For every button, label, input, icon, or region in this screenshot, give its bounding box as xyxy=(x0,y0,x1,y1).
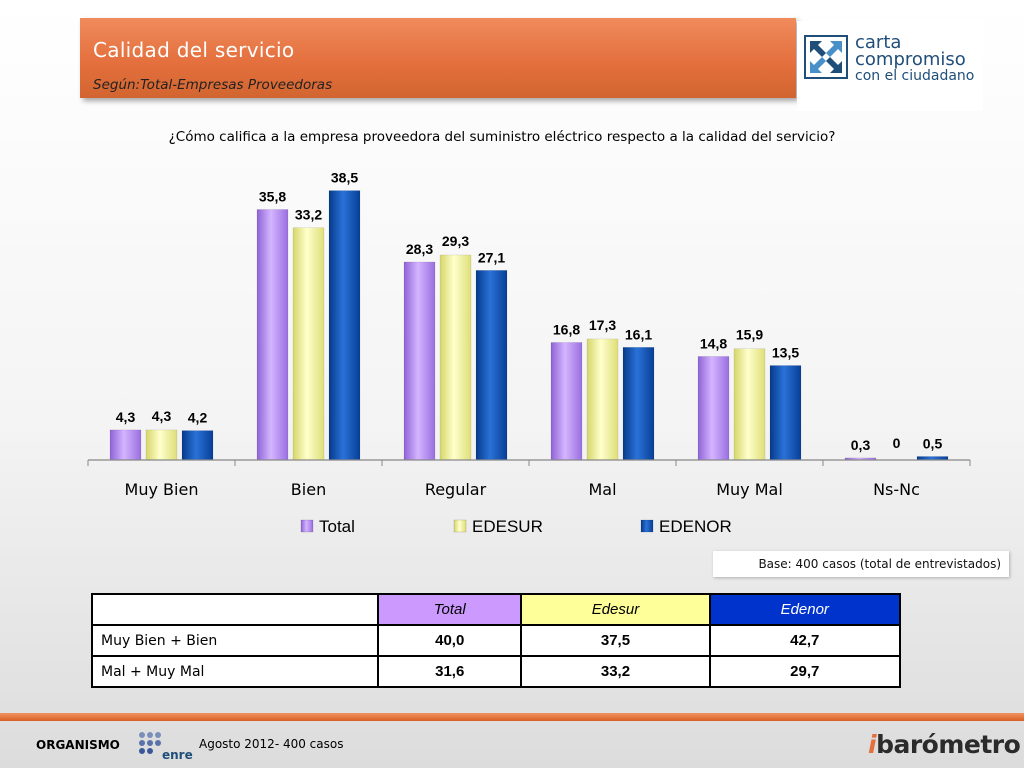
data-label-total-regular: 28,3 xyxy=(406,241,433,257)
legend-label-total: Total xyxy=(319,517,355,536)
bar-edesur-regular xyxy=(439,254,472,461)
data-label-total-ns-nc: 0,3 xyxy=(851,437,871,453)
header-banner: Calidad del servicio Según:Total-Empresa… xyxy=(80,18,796,98)
base-note: Base: 400 casos (total de entrevistados) xyxy=(713,551,1009,577)
carta-compromiso-logo: carta compromiso con el ciudadano xyxy=(797,21,983,111)
logo-line-3: con el ciudadano xyxy=(855,68,975,84)
data-label-edenor-bien: 38,5 xyxy=(331,170,358,186)
table-cell-edesur: 37,5 xyxy=(520,624,711,657)
table-cell-edenor: 42,7 xyxy=(708,624,901,657)
legend-item-total: Total xyxy=(300,517,355,536)
data-label-total-muy-mal: 14,8 xyxy=(700,335,727,351)
table-row: Mal + Muy Mal 31,6 33,2 29,7 xyxy=(91,655,901,688)
x-tick-label-muy-mal: Muy Mal xyxy=(716,480,783,499)
legend-label-edenor: EDENOR xyxy=(659,517,732,536)
bar-total-muy-bien xyxy=(109,429,142,461)
data-label-total-mal: 16,8 xyxy=(553,321,580,337)
bar-total-mal xyxy=(550,342,583,461)
legend-label-edesur: EDESUR xyxy=(472,517,543,536)
bar-edenor-muy-mal xyxy=(769,365,802,461)
bar-edesur-muy-mal xyxy=(733,348,766,461)
footer-date: Agosto 2012- 400 casos xyxy=(199,737,344,751)
bar-chart: 4,3 4,3 4,2 35,8 33,2 38,5 28,3 29,3 27,1 16,8 17,… xyxy=(87,170,971,536)
bar-edenor-muy-bien xyxy=(181,430,214,461)
table-header-total: Total xyxy=(376,593,523,626)
data-label-edesur-bien: 33,2 xyxy=(295,207,322,223)
x-tick-label-regular: Regular xyxy=(425,480,487,499)
data-label-edenor-muy-bien: 4,2 xyxy=(188,410,208,426)
table-row-label: Muy Bien + Bien xyxy=(91,624,379,657)
table-header-blank xyxy=(91,593,379,626)
bar-edesur-bien xyxy=(292,227,325,461)
logo-line-1: carta xyxy=(855,32,902,53)
data-label-edenor-muy-mal: 13,5 xyxy=(772,345,799,361)
table-header-edesur: Edesur xyxy=(520,593,711,626)
barometro-logo: ibarómetro xyxy=(868,730,1021,759)
bar-edenor-mal xyxy=(622,347,655,461)
carta-compromiso-icon xyxy=(804,35,848,79)
legend-swatch-total xyxy=(300,519,314,533)
bar-edenor-bien xyxy=(328,190,361,461)
enre-logo-text: enre xyxy=(162,748,193,762)
data-label-edenor-mal: 16,1 xyxy=(625,326,652,342)
legend-swatch-edenor xyxy=(640,519,654,533)
table-cell-total: 40,0 xyxy=(376,624,523,657)
data-label-edesur-ns-nc: 0 xyxy=(893,435,901,451)
table-cell-edenor: 29,7 xyxy=(708,655,901,688)
bar-total-bien xyxy=(256,209,289,461)
survey-question: ¿Cómo califica a la empresa proveedora d… xyxy=(168,129,836,145)
x-tick-label-muy-bien: Muy Bien xyxy=(125,480,199,499)
data-label-edesur-muy-bien: 4,3 xyxy=(152,408,172,424)
footer-divider xyxy=(0,713,1024,721)
table-cell-edesur: 33,2 xyxy=(520,655,711,688)
bar-edenor-regular xyxy=(475,270,508,461)
data-label-total-bien: 35,8 xyxy=(259,188,286,204)
bar-total-muy-mal xyxy=(697,356,730,461)
table-row: Muy Bien + Bien 40,0 37,5 42,7 xyxy=(91,624,901,657)
data-label-edenor-ns-nc: 0,5 xyxy=(923,436,943,452)
barometro-mark: i xyxy=(868,730,877,759)
enre-logo-icon xyxy=(139,732,161,754)
page-subtitle: Según:Total-Empresas Proveedoras xyxy=(93,77,333,93)
bar-edesur-muy-bien xyxy=(145,429,178,461)
legend-item-edenor: EDENOR xyxy=(640,517,732,536)
data-label-edenor-regular: 27,1 xyxy=(478,249,505,265)
summary-table: Total Edesur Edenor Muy Bien + Bien 40,0… xyxy=(91,593,901,688)
x-tick-label-mal: Mal xyxy=(588,480,616,499)
data-label-edesur-muy-mal: 15,9 xyxy=(736,327,763,343)
page-title: Calidad del servicio xyxy=(93,38,295,62)
bar-total-regular xyxy=(403,261,436,461)
logo-line-2: compromiso xyxy=(855,49,966,70)
table-header-edenor: Edenor xyxy=(708,593,901,626)
logo-text: carta compromiso con el ciudadano xyxy=(855,34,974,85)
legend-item-edesur: EDESUR xyxy=(453,517,543,536)
legend-swatch-edesur xyxy=(453,519,467,533)
data-label-edesur-regular: 29,3 xyxy=(442,233,469,249)
barometro-text: barómetro xyxy=(876,730,1021,759)
table-header-row: Total Edesur Edenor xyxy=(91,593,901,626)
bar-edesur-mal xyxy=(586,338,619,461)
x-tick-label-bien: Bien xyxy=(291,480,326,499)
data-label-total-muy-bien: 4,3 xyxy=(116,409,136,425)
x-tick-label-ns-nc: Ns-Nc xyxy=(873,480,920,499)
footer-organismo: ORGANISMO xyxy=(36,738,120,752)
data-label-edesur-mal: 17,3 xyxy=(589,317,616,333)
table-cell-total: 31,6 xyxy=(376,655,523,688)
table-row-label: Mal + Muy Mal xyxy=(91,655,379,688)
